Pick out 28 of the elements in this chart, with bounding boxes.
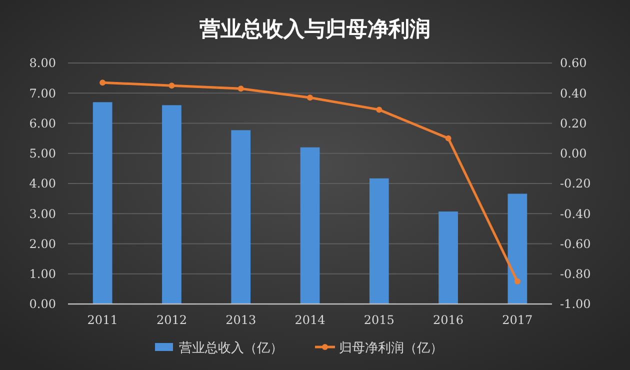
y-tick-label: 5.00	[29, 146, 56, 161]
y2-tick-label: -0.80	[560, 267, 591, 282]
y2-tick-label: -1.00	[560, 297, 591, 312]
y2-tick-label: 0.20	[560, 116, 587, 130]
y-tick-label: 0.00	[29, 297, 56, 312]
y-tick-label: 3.00	[29, 206, 56, 221]
y-tick-label: 4.00	[29, 176, 56, 191]
chart-title: 营业总收入与归母净利润	[198, 16, 430, 41]
y-tick-label: 6.00	[29, 116, 56, 130]
x-tick-label: 2016	[433, 313, 464, 327]
y2-tick-label: 0.60	[560, 56, 587, 70]
y2-tick-label: -0.60	[560, 236, 591, 251]
x-tick-label: 2012	[156, 313, 187, 327]
x-tick-label: 2011	[87, 313, 118, 327]
y2-tick-label: 0.00	[560, 146, 587, 161]
x-tick-label: 2014	[294, 313, 326, 327]
legend-label: 营业总收入（亿）	[179, 340, 283, 356]
y-tick-label: 8.00	[29, 56, 56, 70]
y2-tick-label: 0.40	[560, 86, 587, 100]
x-tick-label: 2015	[364, 313, 394, 327]
y2-tick-label: -0.20	[560, 176, 591, 191]
x-tick-label: 2017	[502, 313, 533, 327]
x-tick-label: 2013	[226, 313, 256, 327]
legend-label: 归母净利润（亿）	[339, 340, 443, 356]
y-tick-label: 7.00	[29, 86, 56, 100]
y2-tick-label: -0.40	[560, 206, 591, 221]
y-tick-label: 1.00	[29, 267, 56, 282]
y-tick-label: 2.00	[29, 236, 56, 251]
